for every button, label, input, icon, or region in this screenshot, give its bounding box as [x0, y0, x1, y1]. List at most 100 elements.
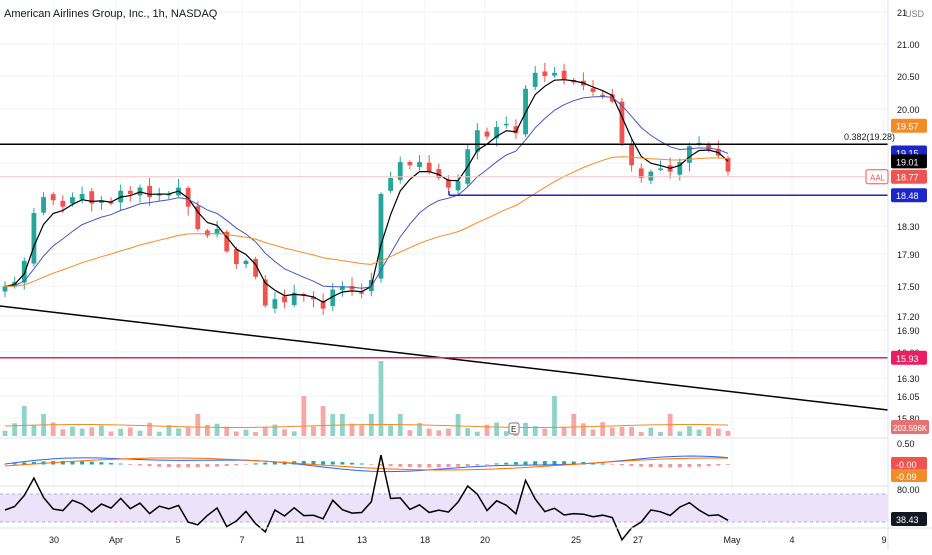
candle-body [2, 286, 8, 292]
candle-body [166, 193, 172, 196]
macd-histogram-bar [311, 461, 316, 465]
candle-body [359, 292, 365, 294]
macd-histogram-bar [137, 464, 142, 466]
price-tag-label: 15.93 [896, 354, 919, 364]
macd-histogram-bar [128, 464, 133, 465]
macd-histogram-bar [80, 461, 85, 465]
macd-histogram-bar [89, 461, 94, 465]
volume-bar [619, 426, 625, 436]
candle-body [552, 72, 557, 76]
x-tick-label: 27 [633, 535, 643, 545]
volume-bar [99, 425, 104, 436]
price-tag-bg [891, 118, 927, 133]
price-tag-label: 19.01 [896, 157, 919, 167]
macd-histogram-bar [99, 462, 104, 465]
x-tick-label: 20 [480, 535, 490, 545]
volume-bar [494, 422, 500, 436]
symbol-tag-label: AAL [870, 174, 886, 183]
macd-histogram-bar [272, 462, 277, 465]
candle-body [484, 131, 490, 137]
candle-body [407, 161, 413, 166]
volume-bar [465, 428, 471, 436]
candle-body [600, 94, 606, 97]
volume-bar [571, 414, 577, 436]
macd-histogram-bar [475, 464, 480, 466]
candle-body [648, 171, 654, 181]
candle-body [50, 194, 56, 201]
volume-bar [706, 427, 712, 436]
candle-body [291, 292, 297, 306]
candle-body [446, 179, 451, 188]
volume-bar [349, 423, 355, 436]
candle-body [436, 169, 442, 178]
signal-line [4, 457, 729, 471]
volume-bar [79, 428, 85, 436]
candle-body [224, 231, 230, 252]
y-tick-label: 17.90 [897, 250, 920, 260]
volume-bar [127, 427, 133, 436]
price-tag-bg [891, 350, 927, 365]
macd-histogram-bar [388, 464, 393, 467]
y-tick-label: 16.05 [897, 392, 920, 402]
candle-body [677, 162, 683, 175]
candles [2, 62, 731, 316]
macd-histogram-bar [224, 464, 229, 467]
y-tick-label: 15.80 [897, 414, 920, 424]
y-tick-label: 18.30 [897, 222, 920, 232]
candle-body [503, 123, 509, 126]
candle-body [70, 197, 75, 204]
volume-bar [31, 425, 37, 436]
price-tag-bg [891, 188, 927, 203]
rsi-line [4, 454, 729, 542]
y-tick-label: 20.00 [897, 105, 920, 115]
candle-body [89, 191, 95, 204]
macd-histogram-bar [244, 464, 248, 465]
volume-bar [552, 396, 557, 436]
macd-histogram-bar [195, 464, 200, 468]
macd-histogram-bar [176, 464, 181, 468]
macd-histogram-bar [22, 462, 27, 465]
grid [0, 0, 888, 528]
x-tick-label: 11 [295, 535, 304, 545]
candle-body [426, 162, 432, 172]
macd-histogram-bar [465, 464, 470, 467]
currency-label: USD [905, 9, 925, 19]
macd-axis-label: 0.50 [897, 439, 915, 449]
x-tick-label: 18 [420, 535, 430, 545]
macd-histogram-bar [215, 464, 220, 467]
earnings-badge-label: E [511, 425, 516, 434]
volume-bar [262, 427, 268, 436]
volume-bars [2, 361, 731, 436]
x-tick-label: 5 [175, 535, 180, 545]
candle-body [561, 70, 567, 80]
macd-histogram-bar [494, 463, 499, 465]
volume-bar [542, 428, 548, 436]
time-axis[interactable]: 30 Apr 5 7 11 13 18 20 25 27 May 4 9 [0, 527, 932, 545]
volume-bar [696, 429, 702, 436]
macd-histogram-bar [697, 464, 702, 467]
volume-bar [89, 427, 95, 436]
volume-bar [205, 424, 210, 436]
volume-bar [561, 426, 567, 436]
volume-bar [253, 431, 259, 436]
volume-bar [272, 424, 278, 436]
volume-bar [243, 429, 249, 436]
candle-body [233, 249, 239, 265]
candle-body [195, 206, 201, 229]
volume-bar [156, 431, 162, 436]
volume-bar [195, 414, 201, 436]
macd-histogram-bar [330, 461, 335, 465]
volume-bar [185, 427, 191, 436]
volume-bar [581, 423, 586, 436]
macd-histogram-bar [378, 464, 383, 466]
macd-histogram-bar [3, 464, 7, 465]
volume-bar [291, 431, 297, 436]
macd-histogram-bar [513, 462, 518, 465]
candle-body [185, 187, 191, 207]
y-tick-label: 21 [897, 8, 907, 18]
x-tick-label: 13 [357, 535, 367, 545]
volume-bar [600, 422, 606, 436]
chart-title: American Airlines Group, Inc., 1h, NASDA… [4, 8, 218, 20]
